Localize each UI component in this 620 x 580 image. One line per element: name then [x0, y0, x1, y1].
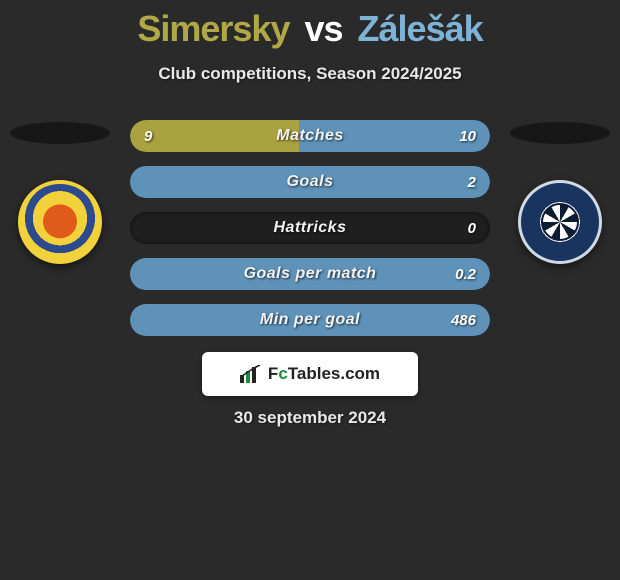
stat-label: Matches — [130, 120, 490, 152]
stat-value-left: 9 — [144, 120, 152, 152]
stat-row: Min per goal486 — [130, 304, 490, 336]
stat-value-right: 2 — [468, 166, 476, 198]
vs-label: vs — [304, 8, 342, 49]
stat-row: Goals2 — [130, 166, 490, 198]
stat-value-right: 0 — [468, 212, 476, 244]
player1-name: Simersky — [137, 8, 289, 49]
stat-label: Min per goal — [130, 304, 490, 336]
stat-label: Goals — [130, 166, 490, 198]
brand-suffix: .com — [340, 364, 380, 383]
player2-silhouette-shadow — [510, 122, 610, 144]
stat-value-right: 486 — [451, 304, 476, 336]
stat-row: Goals per match0.2 — [130, 258, 490, 290]
stats-bars-container: Matches9 10 Goals2 Hattricks0 Goals per matc… — [130, 120, 490, 350]
stat-value-right: 10 — [459, 120, 476, 152]
player1-club-badge — [18, 180, 102, 264]
brand-text: FcTables.com — [268, 364, 380, 384]
comparison-title: Simersky vs Zálešák — [0, 0, 620, 50]
stat-label: Hattricks — [130, 212, 490, 244]
stat-row: Hattricks0 — [130, 212, 490, 244]
snapshot-date: 30 september 2024 — [0, 408, 620, 428]
left-player-column — [0, 110, 120, 264]
player1-silhouette-shadow — [10, 122, 110, 144]
stat-label: Goals per match — [130, 258, 490, 290]
stat-value-right: 0.2 — [455, 258, 476, 290]
stat-row: Matches9 10 — [130, 120, 490, 152]
right-player-column — [500, 110, 620, 264]
brand-logo[interactable]: FcTables.com — [202, 352, 418, 396]
player2-club-badge — [518, 180, 602, 264]
player2-name: Zálešák — [358, 8, 483, 49]
bars-icon — [240, 365, 262, 383]
brand-name: FcTables — [268, 364, 340, 383]
subtitle: Club competitions, Season 2024/2025 — [0, 64, 620, 84]
